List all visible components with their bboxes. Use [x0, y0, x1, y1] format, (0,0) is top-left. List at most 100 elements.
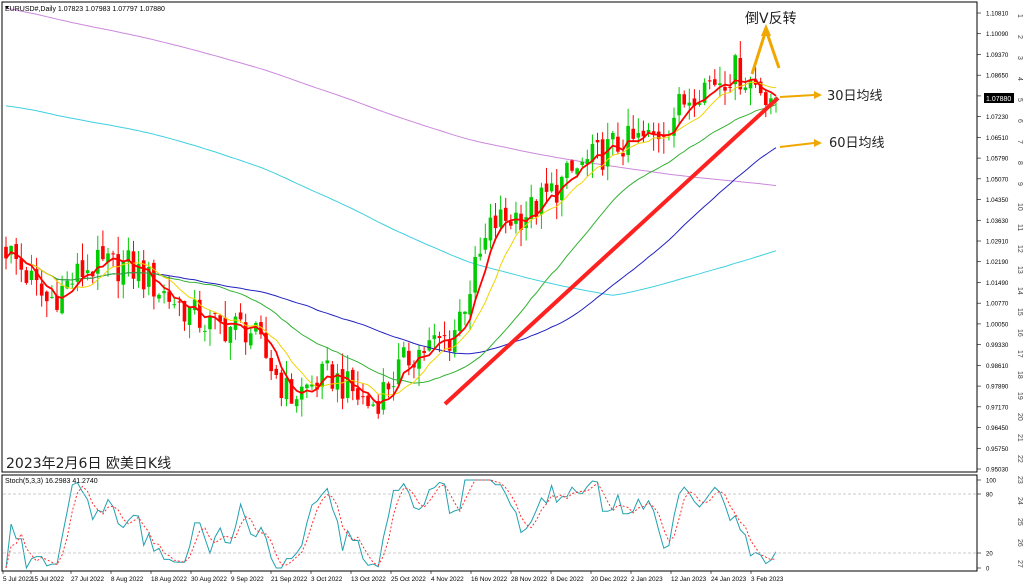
bear-candle [101, 246, 105, 260]
date-tick-label: 28 Nov 2022 [511, 576, 548, 583]
bull-candle [396, 359, 401, 385]
bull-candle [483, 238, 488, 250]
bull-candle [743, 87, 748, 90]
price-tick-label: 1.08650 [986, 73, 1009, 80]
bull-candle [529, 197, 534, 219]
bear-candle [493, 215, 498, 229]
bear-candle [14, 244, 18, 259]
bull-candle [391, 386, 396, 388]
price-tick-label: 1.05790 [986, 156, 1009, 163]
bear-candle [713, 79, 717, 85]
bull-candle [687, 102, 692, 106]
current-price-text: 1.07880 [986, 96, 1011, 103]
bull-candle [121, 260, 126, 285]
bull-candle [335, 373, 340, 390]
price-tick-label: 1.04350 [986, 197, 1009, 204]
bull-candle [162, 291, 166, 294]
side-number: 6 [1016, 119, 1023, 123]
bull-candle [50, 296, 54, 298]
dropdown-triangle-icon[interactable] [5, 6, 9, 9]
price-tick-label: 0.95030 [986, 467, 1009, 474]
date-tick-label: 15 Jul 2022 [31, 576, 64, 583]
side-number: 10 [1016, 203, 1023, 211]
uptrend-line [443, 96, 780, 406]
price-tick-label: 1.03630 [986, 218, 1009, 225]
stoch-d-line [5, 479, 777, 569]
ma60-label: 60日均线 [829, 136, 885, 151]
side-number: 19 [1016, 392, 1023, 400]
bull-candle [106, 253, 110, 263]
bear-candle [167, 291, 171, 302]
side-number: 15 [1016, 308, 1023, 316]
ma30-arrow [779, 94, 815, 98]
date-tick-label: 21 Sep 2022 [271, 576, 308, 583]
date-tick-label: 25 Oct 2022 [391, 576, 426, 583]
bear-candle [692, 98, 697, 106]
price-tick-label: 1.02190 [986, 259, 1009, 266]
bear-candle [223, 317, 228, 342]
bull-candle [697, 103, 702, 105]
bull-candle [611, 132, 615, 140]
bull-candle [478, 253, 483, 257]
bear-candle [116, 254, 120, 282]
stoch-pane [1, 474, 978, 572]
side-number: 14 [1016, 287, 1023, 295]
side-number: 22 [1016, 455, 1023, 463]
bull-candle [371, 404, 375, 406]
side-number: 21 [1016, 434, 1023, 442]
date-tick-label: 16 Nov 2022 [471, 576, 508, 583]
bull-candle [458, 311, 462, 331]
date-tick-label: 4 Nov 2022 [431, 576, 464, 583]
bear-candle [503, 207, 508, 221]
bull-candle [473, 256, 477, 293]
bear-candle [447, 339, 452, 351]
bull-candle [60, 285, 64, 314]
bull-candle [590, 143, 595, 163]
bear-candle [141, 260, 146, 290]
bull-candle [146, 267, 151, 287]
bull-candle [381, 382, 386, 410]
bear-candle [269, 357, 273, 372]
bear-candle [570, 160, 574, 171]
ma60-arrow-head-icon [814, 139, 822, 147]
bull-candle [432, 335, 437, 339]
bull-candle [605, 139, 610, 167]
stoch-level-label: 80 [986, 493, 993, 499]
bear-candle [39, 283, 44, 296]
bear-candle [197, 299, 202, 328]
stoch-header: Stoch(5,3,3) 16.2983 41.2740 [5, 478, 98, 485]
bull-candle [294, 399, 299, 407]
bear-candle [243, 322, 248, 343]
stoch-level-label: 0 [986, 567, 990, 573]
bull-candle [677, 94, 681, 116]
side-number: 13 [1016, 266, 1023, 274]
bull-candle [565, 162, 569, 178]
bear-candle [641, 130, 646, 137]
price-tick-label: 1.00050 [986, 321, 1009, 328]
stoch-level-label: 100 [986, 479, 997, 485]
date-tick-label: 13 Oct 2022 [351, 576, 386, 583]
side-number: 24 [1016, 497, 1023, 505]
bull-candle [208, 315, 212, 330]
bear-candle [340, 369, 345, 399]
bear-candle [366, 395, 370, 407]
side-number: 2 [1016, 35, 1023, 39]
side-number: 1 [1016, 14, 1023, 18]
bear-candle [631, 128, 636, 139]
price-tick-label: 1.01490 [986, 280, 1009, 287]
bear-candle [386, 383, 391, 390]
side-number: 16 [1016, 329, 1023, 337]
date-tick-label: 18 Aug 2022 [151, 576, 187, 583]
bull-candle [646, 129, 651, 134]
side-number: 17 [1016, 350, 1023, 358]
side-number: 25 [1016, 518, 1023, 526]
bull-candle [95, 249, 100, 274]
bear-candle [764, 92, 768, 106]
bull-candle [585, 159, 590, 164]
stoch-level-label: 20 [986, 552, 993, 558]
bull-candle [575, 168, 579, 175]
date-tick-label: 2 Jan 2023 [631, 576, 663, 583]
bear-candle [707, 80, 712, 82]
date-tick-label: 8 Dec 2022 [551, 576, 584, 583]
price-tick-label: 0.99330 [986, 342, 1009, 349]
